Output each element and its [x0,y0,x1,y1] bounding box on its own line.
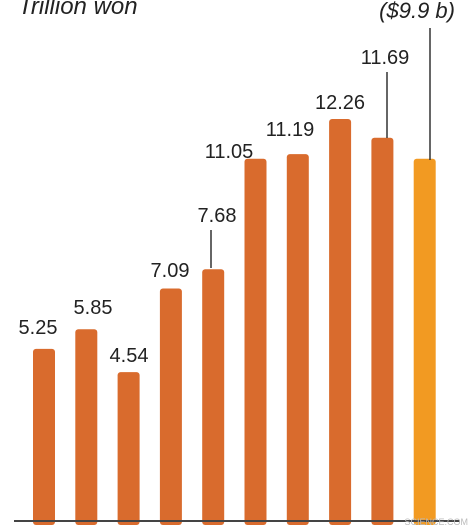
bar-1 [33,348,55,525]
leader-lines-group [210,28,431,268]
bar-2 [75,329,98,525]
data-label-1: 5.25 [19,317,58,339]
unit-label: Trillion won [18,0,138,20]
watermark-text: SCIENCE.COM [404,517,468,527]
bar-7 [286,154,309,525]
data-label-7: 11.19 [266,119,315,141]
data-label-9: 11.69 [361,47,410,69]
bar-8 [329,119,352,525]
data-label-5: 7.68 [198,205,237,227]
data-label-6: 11.05 [205,141,254,163]
bar-5 [202,269,225,525]
bar-6 [244,158,267,525]
annotation-text: ($9.9 b) [379,0,455,23]
bar-10 [413,158,436,525]
data-label-2: 5.85 [74,297,113,319]
data-label-3: 4.54 [110,345,149,367]
data-label-4: 7.09 [151,260,190,282]
bars-group [33,119,436,525]
bar-9 [371,137,394,525]
data-label-8: 12.26 [315,92,365,114]
bar-3 [117,372,140,525]
bar-4 [159,288,182,525]
